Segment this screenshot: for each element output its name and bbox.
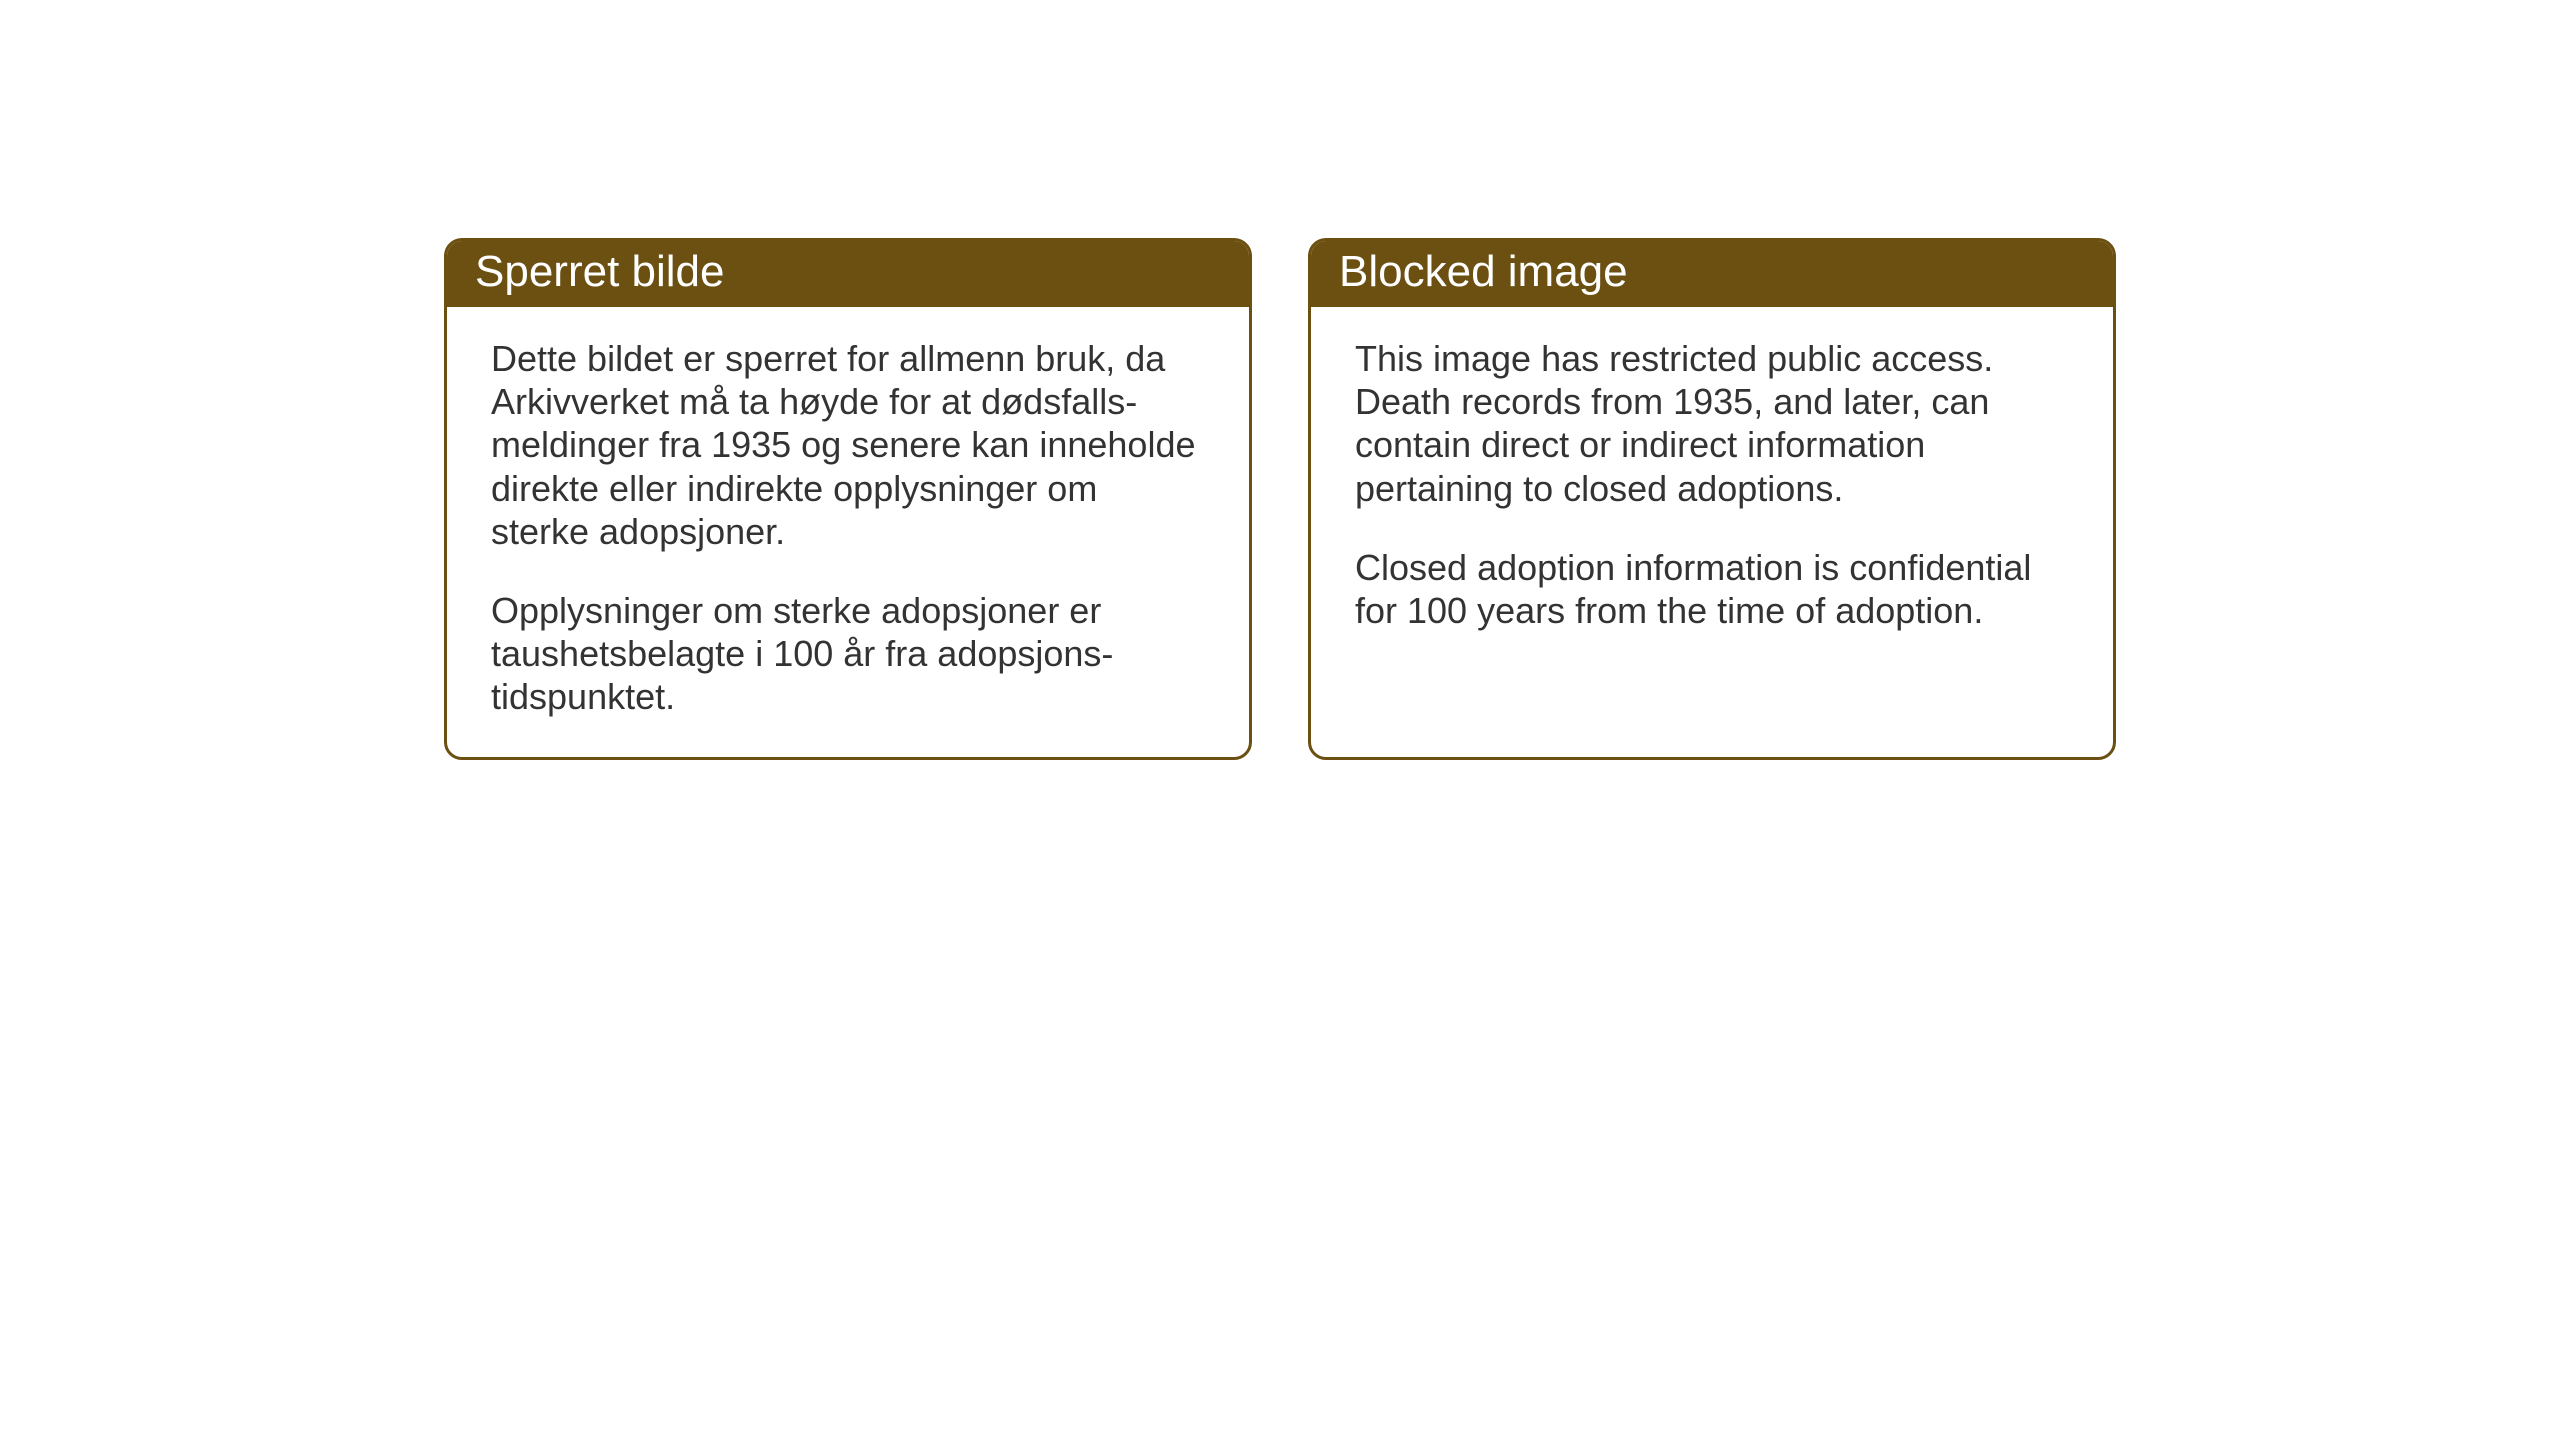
card-english-body: This image has restricted public access.… bbox=[1311, 307, 2113, 702]
cards-container: Sperret bilde Dette bildet er sperret fo… bbox=[444, 238, 2116, 760]
card-english-paragraph-2: Closed adoption information is confident… bbox=[1355, 546, 2069, 632]
card-norwegian: Sperret bilde Dette bildet er sperret fo… bbox=[444, 238, 1252, 760]
card-english-title: Blocked image bbox=[1339, 247, 1628, 296]
card-norwegian-paragraph-2: Opplysninger om sterke adopsjoner er tau… bbox=[491, 589, 1205, 719]
card-norwegian-header: Sperret bilde bbox=[447, 241, 1249, 307]
card-english-header: Blocked image bbox=[1311, 241, 2113, 307]
card-english-paragraph-1: This image has restricted public access.… bbox=[1355, 337, 2069, 510]
card-norwegian-paragraph-1: Dette bildet er sperret for allmenn bruk… bbox=[491, 337, 1205, 553]
card-english: Blocked image This image has restricted … bbox=[1308, 238, 2116, 760]
card-norwegian-body: Dette bildet er sperret for allmenn bruk… bbox=[447, 307, 1249, 757]
card-norwegian-title: Sperret bilde bbox=[475, 247, 724, 296]
